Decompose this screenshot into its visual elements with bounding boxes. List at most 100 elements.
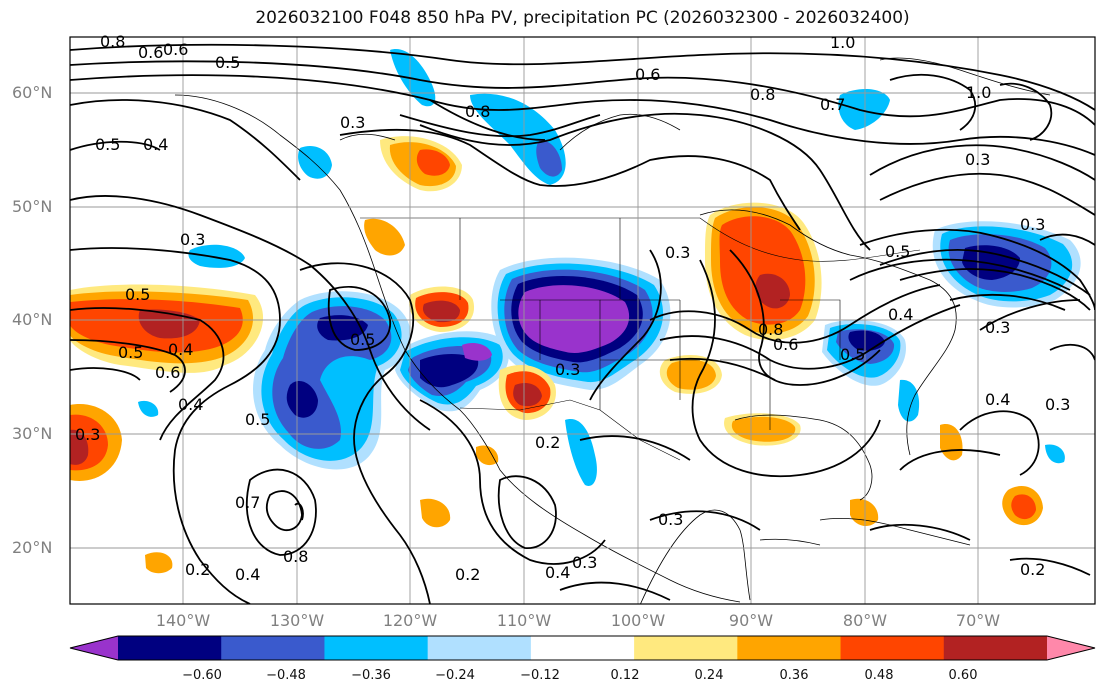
colorbar-tick-label: 0.36 (779, 668, 809, 683)
contour-label: 0.4 (888, 305, 913, 324)
contour-label: 0.3 (572, 553, 597, 572)
contour-label: 0.2 (455, 565, 480, 584)
graticule (70, 37, 1095, 604)
shade-blob (1045, 444, 1065, 464)
contour-label: 0.5 (245, 410, 270, 429)
colorbar (69, 635, 1096, 661)
pv-contours (70, 43, 1095, 604)
contour-label: 0.2 (185, 560, 210, 579)
contour-label: 0.3 (1045, 395, 1070, 414)
contour-label: 0.3 (340, 113, 365, 132)
contour-label: 0.5 (840, 345, 865, 364)
contour-label: 0.3 (965, 150, 990, 169)
shade-blob (188, 244, 245, 268)
colorbar-segment (427, 636, 532, 660)
contour-label: 0.6 (773, 335, 798, 354)
shade-blob (1011, 494, 1036, 520)
contour-label: 1.0 (830, 33, 855, 52)
contour-label: 0.3 (555, 360, 580, 379)
colorbar-tick-label: 0.60 (948, 668, 978, 683)
contour-label: 0.8 (750, 85, 775, 104)
lat-label-50n: 50°N (12, 197, 53, 216)
lat-label-40n: 40°N (12, 310, 53, 329)
contour-label: 0.6 (138, 43, 163, 62)
lon-label-140w: 140°W (155, 611, 211, 630)
contour-label: 0.5 (125, 285, 150, 304)
contour-label: 0.8 (100, 32, 125, 51)
shade-blob (420, 354, 479, 388)
contour-label: 0.3 (985, 318, 1010, 337)
shade-blob (145, 552, 173, 574)
contour-label: 0.4 (235, 565, 260, 584)
contour-label: 0.5 (215, 53, 240, 72)
shade-blob (298, 145, 332, 179)
precip-shading (70, 49, 1081, 574)
lon-label-70w: 70°W (955, 611, 1001, 630)
contour-label: 0.4 (545, 563, 570, 582)
shade-blob (838, 88, 890, 130)
colorbar-segment (324, 636, 429, 660)
colorbar-segment (737, 636, 842, 660)
political-borders (360, 217, 921, 461)
colorbar-segment (118, 636, 222, 660)
shade-blob (666, 359, 716, 390)
colorbar-segment (530, 636, 635, 660)
shade-blob (462, 343, 492, 361)
shade-blob (286, 380, 318, 418)
contour-label: 0.6 (163, 40, 188, 59)
contour-label: 0.8 (465, 102, 490, 121)
colorbar-segment (634, 636, 738, 660)
shade-blob (565, 419, 597, 486)
shade-blob (513, 383, 542, 407)
lat-label-30n: 30°N (12, 424, 53, 443)
colorbar-tick-label: −0.48 (266, 668, 306, 683)
contour-label: 0.3 (665, 243, 690, 262)
shade-blob (731, 416, 796, 442)
colorbar-tick-label: 0.12 (610, 668, 640, 683)
contour-label: 0.5 (118, 343, 143, 362)
lat-label-60n: 60°N (12, 83, 53, 102)
shade-blob (364, 218, 405, 256)
shade-blob (70, 429, 89, 465)
colorbar-tick-label: −0.24 (435, 668, 475, 683)
contour-label: 0.6 (635, 65, 660, 84)
lon-label-100w: 100°W (610, 611, 666, 630)
figure-title: 2026032100 F048 850 hPa PV, precipitatio… (255, 8, 910, 28)
contour-label: 0.5 (95, 135, 120, 154)
shade-blob (390, 49, 436, 107)
lat-label-20n: 20°N (12, 538, 53, 557)
shade-blob (138, 400, 159, 417)
lon-label-80w: 80°W (842, 611, 888, 630)
contour-label: 0.2 (1020, 560, 1045, 579)
coastlines (174, 57, 1051, 604)
contour-label: 0.2 (535, 433, 560, 452)
colorbar-tick-label: 0.24 (694, 668, 724, 683)
shade-blob (536, 140, 562, 177)
shade-blob (898, 379, 920, 422)
contour-label: 0.4 (168, 340, 193, 359)
contour-label: 0.5 (350, 330, 375, 349)
contour-label: 0.6 (155, 363, 180, 382)
lon-label-90w: 90°W (728, 611, 774, 630)
shade-blob (940, 424, 963, 461)
colorbar-segment (221, 636, 325, 660)
shade-blob (518, 285, 630, 353)
contour-label: 0.8 (283, 547, 308, 566)
colorbar-tick-label: 0.48 (864, 668, 894, 683)
contour-label: 0.4 (178, 395, 203, 414)
lon-label-110w: 110°W (496, 611, 552, 630)
colorbar-extend-max (1047, 636, 1095, 660)
shade-blob (422, 300, 460, 323)
colorbar-tick-label: −0.60 (182, 668, 222, 683)
contour-label: 0.8 (758, 320, 783, 339)
colorbar-extend-min (70, 636, 118, 660)
lon-label-130w: 130°W (269, 611, 325, 630)
contour-label: 1.0 (966, 83, 991, 102)
contour-label: 0.3 (1020, 215, 1045, 234)
shade-blob (420, 498, 451, 528)
contour-label: 0.3 (658, 510, 683, 529)
colorbar-tick-label: −0.12 (520, 668, 560, 683)
shade-blob (476, 445, 499, 466)
contour-label: 0.7 (820, 95, 845, 114)
